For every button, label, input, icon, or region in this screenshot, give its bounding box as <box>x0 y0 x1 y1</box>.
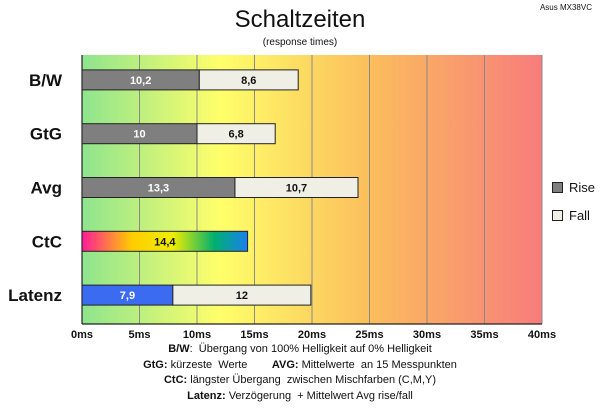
category-label: B/W <box>29 71 63 90</box>
x-tick-label: 20ms <box>298 329 326 341</box>
legend-swatch-rise <box>552 181 563 193</box>
note-term: B/W <box>168 343 190 355</box>
data-label-rise: 10 <box>133 129 145 141</box>
x-tick-label: 15ms <box>240 329 268 341</box>
bar-fall <box>196 123 276 145</box>
x-tick-label: 40ms <box>528 329 556 341</box>
x-tick-label: 0ms <box>71 329 93 341</box>
category-label: Latenz <box>8 286 62 305</box>
chart-subtitle: (response times) <box>262 37 338 48</box>
category-label: CtC <box>32 232 62 251</box>
legend-swatch-fall <box>552 209 563 221</box>
data-label-rise: 13,3 <box>148 183 169 195</box>
chart-notes: B/W: Übergang von 100% Helligkeit auf 0%… <box>0 342 600 404</box>
note-line: B/W: Übergang von 100% Helligkeit auf 0%… <box>0 342 600 358</box>
legend-item-fall: Fall <box>552 207 595 223</box>
chart-title: Schaltzeiten <box>234 6 366 33</box>
x-tick-label: 25ms <box>355 329 383 341</box>
x-tick-label: 35ms <box>470 329 498 341</box>
watermark: Asus MX38VC <box>539 3 592 12</box>
bar-fall <box>172 284 312 306</box>
data-label-fall: 6,8 <box>228 129 243 141</box>
data-label-rise: 7,9 <box>120 290 135 302</box>
note-term: CtC: <box>163 374 188 386</box>
data-label-fall: 12 <box>236 290 248 302</box>
note-term: AVG: <box>271 358 299 371</box>
note-text: längster Übergang zwischen Mischfarben (… <box>187 374 437 386</box>
note-line: CtC: längster Übergang zwischen Mischfar… <box>0 373 600 389</box>
note-text: Mittelwerte an 15 Messpunkten <box>298 358 457 371</box>
x-tick-label: 5ms <box>128 329 150 341</box>
category-label: Avg <box>31 179 63 198</box>
note-line: Latenz: Verzögerung + Mittelwert Avg ris… <box>0 389 600 405</box>
chart-legend: Rise Fall <box>552 180 595 236</box>
data-label-fall: 8,6 <box>241 75 256 87</box>
data-label-fall: 10,7 <box>286 183 307 195</box>
note-text: kürzeste Werte <box>167 358 272 371</box>
note-term: Latenz: <box>187 389 226 402</box>
bar-ctc <box>81 230 249 252</box>
note-text: : Übergang von 100% Helligkeit auf 0% He… <box>189 343 432 355</box>
legend-item-rise: Rise <box>552 179 596 195</box>
bar-fall <box>234 177 359 198</box>
legend-label-fall: Fall <box>569 207 590 223</box>
data-label-ctc: 14,4 <box>154 236 176 248</box>
note-term: GtG: <box>143 358 168 371</box>
category-label: GtG <box>30 125 62 144</box>
legend-label-rise: Rise <box>569 179 596 195</box>
data-label-rise: 10,2 <box>130 75 151 87</box>
note-line: GtG: kürzeste Werte AVG: Mittelwerte an … <box>0 358 600 374</box>
bar-fall <box>198 69 299 91</box>
note-text: Verzögerung + Mittelwert Avg rise/fall <box>225 389 413 402</box>
x-tick-label: 30ms <box>413 329 441 341</box>
x-tick-label: 10ms <box>183 329 211 341</box>
